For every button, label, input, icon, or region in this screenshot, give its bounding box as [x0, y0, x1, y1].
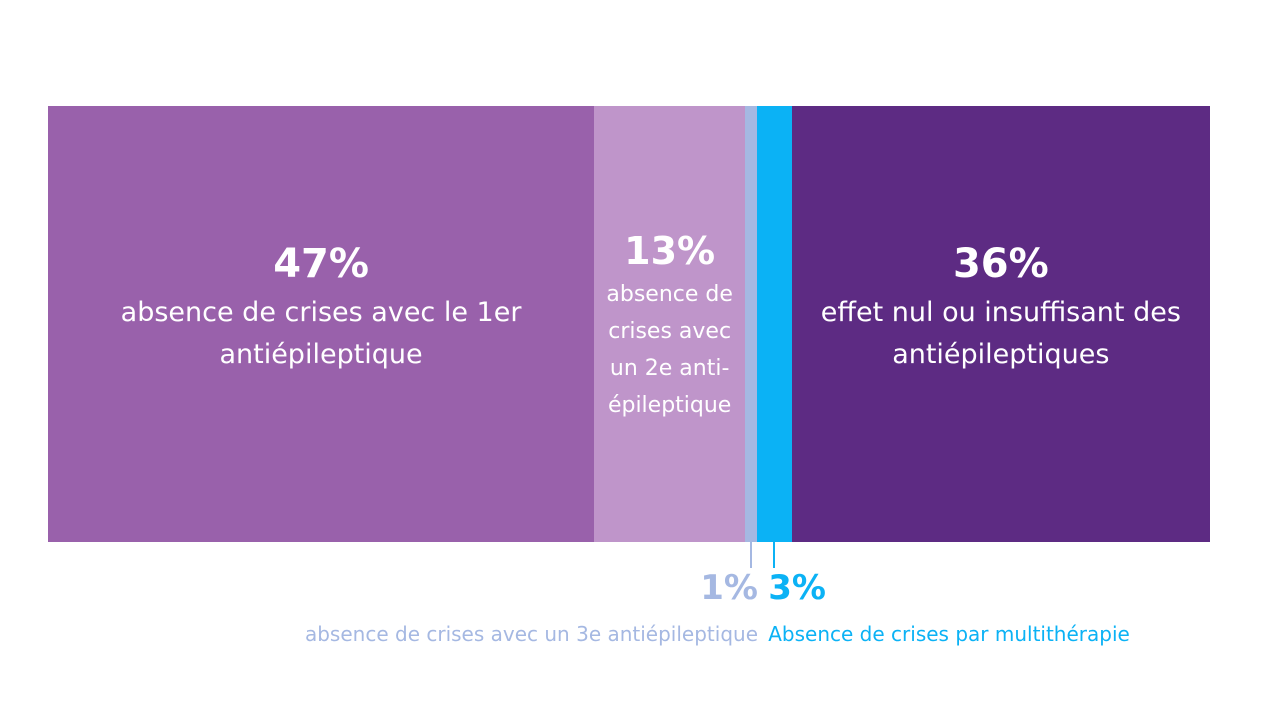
segment-label: 47% absence de crises avec le 1er antiépi…: [48, 240, 594, 376]
bar-segment: 13% absence de crises avec un 2e anti-épi…: [594, 106, 746, 542]
segment-percent: 47%: [273, 241, 369, 287]
segment-label: 36% effet nul ou insuffisant des antiépil…: [792, 240, 1210, 376]
callout-description: Absence de crises par multithérapie: [768, 622, 1130, 646]
callout-percent: 1%: [700, 568, 758, 608]
callout-percent: 3%: [768, 568, 826, 608]
segment-label: 13% absence de crises avec un 2e anti-épi…: [594, 228, 745, 424]
segment-description: absence de crises avec le 1er antiépilep…: [120, 297, 522, 370]
segment-percent: 36%: [952, 241, 1049, 287]
segment-description: effet nul ou insuffisant des antiépilept…: [820, 297, 1181, 370]
bar-segment: 47% absence de crises avec le 1er antiépi…: [48, 106, 595, 542]
callout-line: [773, 542, 776, 568]
bar-segment: [756, 106, 792, 542]
callout-description: absence de crises avec un 3e antiépilept…: [304, 622, 758, 646]
segment-description: absence de crises avec un 2e anti-épilep…: [606, 282, 733, 418]
callout-line: [750, 542, 752, 568]
bar-segment: 36% effet nul ou insuffisant des antiépil…: [791, 106, 1210, 542]
bar-segment: [745, 106, 757, 542]
segment-percent: 13%: [624, 229, 716, 273]
